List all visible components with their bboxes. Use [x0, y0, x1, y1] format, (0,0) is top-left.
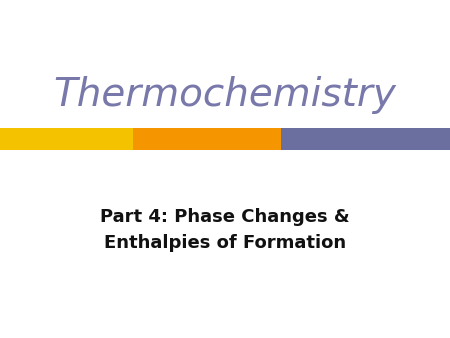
Bar: [0, 128, 133, 150]
Bar: [281, 128, 450, 150]
Bar: [133, 128, 281, 150]
Text: Part 4: Phase Changes &
Enthalpies of Formation: Part 4: Phase Changes & Enthalpies of Fo…: [100, 208, 350, 252]
Text: Thermochemistry: Thermochemistry: [54, 76, 396, 114]
